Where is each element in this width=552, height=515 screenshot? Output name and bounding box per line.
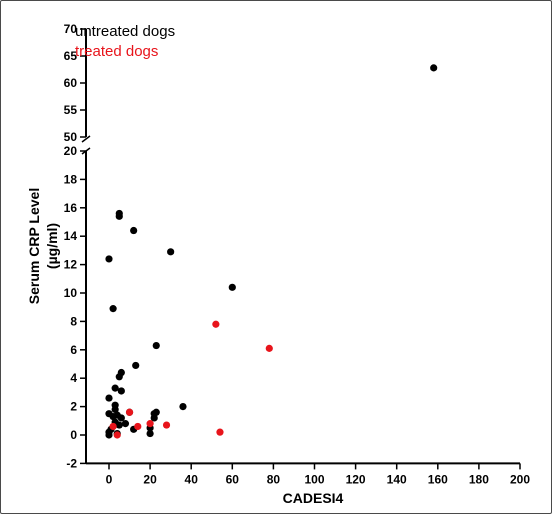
- untreated-point: [228, 283, 236, 291]
- y-tick-label: 0: [70, 428, 77, 442]
- treated-point: [265, 344, 273, 352]
- treated-point: [109, 422, 117, 431]
- legend: untreated dogs treated dogs: [75, 23, 175, 60]
- y-tick-label: 55: [64, 103, 78, 117]
- untreated-point: [150, 414, 158, 422]
- y-tick-label: 4: [70, 371, 77, 385]
- y-tick-label: 16: [64, 201, 78, 215]
- x-tick-label: 180: [469, 472, 489, 486]
- x-tick-label: 40: [185, 472, 199, 486]
- untreated-point: [111, 384, 119, 392]
- x-tick-label: 200: [510, 472, 530, 486]
- y-tick-label: 50: [64, 130, 78, 144]
- untreated-point: [121, 420, 130, 428]
- axis-break-mark: [81, 135, 91, 143]
- axes: [80, 28, 521, 470]
- untreated-point: [115, 373, 123, 381]
- x-axis-title: CADESI4: [283, 490, 344, 506]
- y-tick-label: 20: [64, 144, 78, 158]
- untreated-point: [105, 394, 113, 402]
- x-tick-label: 20: [143, 472, 157, 486]
- untreated-point: [132, 361, 140, 370]
- untreated-point: [146, 429, 154, 438]
- untreated-point: [105, 431, 113, 439]
- untreated-point: [109, 305, 117, 313]
- x-tick-label: 60: [226, 472, 240, 486]
- y-tick-label: 18: [64, 172, 78, 186]
- untreated-point: [105, 255, 113, 263]
- untreated-point: [117, 414, 125, 422]
- data-points: [105, 64, 438, 439]
- y-tick-label: -2: [66, 456, 77, 470]
- y-tick-label: 65: [64, 49, 78, 63]
- x-tick-label: 160: [428, 472, 448, 486]
- y-tick-label: 10: [64, 286, 78, 300]
- untreated-point: [130, 226, 138, 235]
- untreated-point: [430, 64, 438, 72]
- x-tick-label: 140: [387, 472, 407, 486]
- treated-point: [212, 320, 220, 328]
- x-tick-label: 0: [106, 472, 113, 486]
- untreated-point: [167, 248, 175, 256]
- y-tick-label: 60: [64, 76, 78, 90]
- legend-untreated: untreated dogs: [75, 23, 175, 40]
- legend-treated: treated dogs: [75, 43, 158, 60]
- tick-labels: 0 20 40 60 80 100 120 140 160 180 200 -2 0 2 4 6 8 10 12 14…: [64, 22, 531, 486]
- x-tick-label: 100: [304, 472, 324, 486]
- y-tick-label: 2: [70, 400, 77, 414]
- untreated-point: [152, 341, 160, 350]
- treated-point: [134, 422, 142, 431]
- x-tick-label: 120: [346, 472, 366, 486]
- untreated-point: [115, 421, 123, 429]
- untreated-point: [117, 387, 125, 395]
- y-tick-label: 12: [64, 258, 78, 272]
- treated-point: [113, 431, 121, 439]
- untreated-point: [179, 403, 187, 411]
- y-tick-label: 70: [64, 22, 78, 36]
- treated-point: [146, 420, 154, 428]
- y-tick-label: 6: [70, 343, 77, 357]
- treated-point: [216, 428, 224, 436]
- y-tick-label: 8: [70, 314, 77, 328]
- untreated-point: [111, 405, 119, 414]
- y-tick-label: 14: [64, 229, 78, 243]
- x-tick-label: 80: [267, 472, 281, 486]
- treated-point: [125, 408, 134, 416]
- untreated-point: [152, 408, 160, 416]
- y-axis-title-line2: (µg/ml): [44, 223, 60, 269]
- y-axis-title-line1: Serum CRP Level: [26, 188, 42, 304]
- untreated-point: [115, 212, 123, 220]
- treated-point: [162, 421, 171, 429]
